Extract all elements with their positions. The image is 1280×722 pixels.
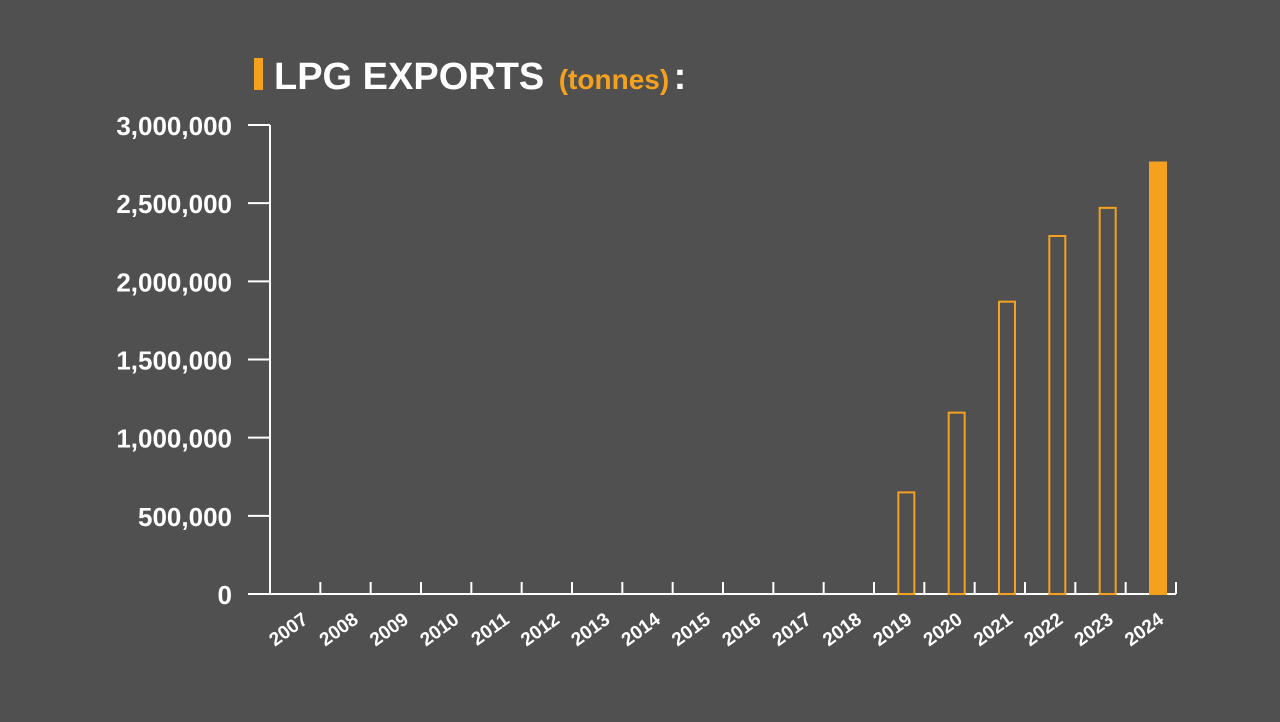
bar-highlighted xyxy=(1149,161,1167,596)
x-tick-label: 2009 xyxy=(366,609,413,651)
y-axis: 0 500,000 1,000,000 1,500,000 2,000,000 2,500… xyxy=(116,111,271,610)
y-tick-label: 1,500,000 xyxy=(116,346,232,376)
x-tick-label: 2020 xyxy=(920,609,967,651)
x-tick-label: 2022 xyxy=(1021,609,1068,651)
x-tick-label: 2019 xyxy=(870,609,917,651)
x-tick-label: 2007 xyxy=(266,609,313,651)
y-tick-label: 2,000,000 xyxy=(116,267,232,297)
bars xyxy=(897,161,1167,596)
title-main-text: LPG EXPORTS xyxy=(274,56,544,98)
x-tick-label: 2013 xyxy=(568,609,615,651)
y-tick-label: 500,000 xyxy=(138,502,232,532)
x-tick-label: 2017 xyxy=(769,609,816,651)
bar xyxy=(947,411,966,595)
y-tick-label: 0 xyxy=(218,580,232,610)
x-tick-label: 2023 xyxy=(1071,609,1118,651)
bar xyxy=(1048,234,1067,595)
title-colon-text: : xyxy=(674,56,687,98)
x-tick-label: 2016 xyxy=(719,609,766,651)
x-axis: 2007 2008 2009 2010 2011 2012 2013 2014 2015 2016… xyxy=(266,582,1177,651)
x-tick-label: 2014 xyxy=(618,609,665,651)
x-tick-label: 2008 xyxy=(316,609,363,651)
x-tick-label: 2024 xyxy=(1121,609,1168,651)
title-unit-text: (tonnes) xyxy=(559,64,669,95)
y-tick-label: 2,500,000 xyxy=(116,189,232,219)
x-tick-label: 2021 xyxy=(970,609,1017,651)
y-tick-label: 1,000,000 xyxy=(116,424,232,454)
x-tick-label: 2012 xyxy=(517,609,564,651)
bar xyxy=(897,491,916,595)
chart-title: LPG EXPORTS (tonnes) : xyxy=(254,56,686,98)
y-tick-label: 3,000,000 xyxy=(116,111,232,141)
x-tick-label: 2018 xyxy=(819,609,866,651)
x-tick-label: 2011 xyxy=(468,609,514,650)
x-tick-label: 2010 xyxy=(417,609,464,651)
svg-text:LPG EXPORTS (tonnes): LPG EXPORTS (tonnes) : xyxy=(274,56,686,98)
bar xyxy=(998,300,1016,595)
x-tick-label: 2015 xyxy=(668,609,715,651)
title-accent-bar xyxy=(254,58,263,90)
bar xyxy=(1098,206,1117,596)
